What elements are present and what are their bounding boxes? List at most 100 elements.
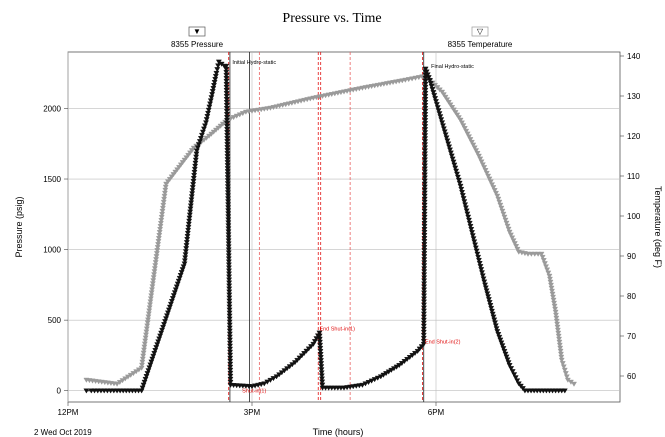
legend-pressure-label: 8355 Pressure (171, 40, 224, 49)
pressure-marker (224, 133, 231, 139)
pressure-marker (225, 226, 232, 232)
pressure-marker (398, 361, 405, 367)
x-axis-ticks: 12PM 3PM 6PM (58, 402, 445, 417)
temperature-marker (554, 327, 561, 333)
pressure-marker (463, 208, 470, 214)
pressure-marker (377, 374, 384, 380)
pressure-marker (472, 245, 479, 251)
pressure-marker (468, 227, 475, 233)
legend-temperature-marker-box[interactable] (471, 26, 489, 37)
temperature-marker (507, 232, 514, 238)
pressure-marker (298, 353, 305, 359)
pressure-marker (452, 165, 459, 171)
y2-tick-label: 120 (627, 132, 641, 141)
pressure-marker (276, 372, 283, 378)
pressure-marker (439, 120, 446, 126)
pressure-marker (225, 199, 232, 205)
pressure-marker (362, 381, 369, 387)
pressure-marker (509, 369, 516, 375)
temperature-marker (458, 120, 465, 126)
pressure-marker (225, 235, 232, 241)
pressure-marker (267, 377, 274, 383)
pressure-marker (317, 345, 324, 351)
pressure-marker (227, 346, 233, 352)
pressure-marker (453, 168, 460, 174)
pressure-marker (224, 118, 230, 124)
pressure-marker (393, 364, 400, 370)
pressure-marker (301, 351, 308, 357)
pressure-marker (227, 361, 234, 367)
pressure-marker (412, 351, 418, 357)
temperature-marker (122, 376, 129, 382)
pressure-marker (278, 370, 285, 376)
pressure-marker (223, 66, 230, 72)
pressure-marker (226, 316, 233, 322)
pressure-marker (226, 334, 233, 340)
pressure-marker (286, 364, 293, 370)
temperature-marker (558, 351, 564, 357)
temperature-marker (415, 75, 422, 81)
pressure-marker (227, 370, 234, 376)
pressure-marker (281, 368, 288, 374)
pressure-marker (512, 375, 519, 381)
temperature-marker (561, 367, 568, 373)
pressure-marker (264, 379, 271, 385)
pressure-marker (445, 141, 452, 147)
pressure-marker (448, 153, 455, 159)
annotations: Initial Hydro-static Final Hydro-static En… (232, 60, 474, 395)
temperature-marker (514, 246, 521, 252)
temperature-marker (548, 282, 554, 288)
temperature-marker (547, 276, 553, 282)
temperature-marker (440, 92, 447, 98)
temperature-marker (494, 193, 501, 199)
pressure-marker (226, 301, 233, 307)
pressure-marker (318, 370, 325, 376)
pressure-marker (317, 348, 324, 354)
pressure-marker (225, 220, 232, 226)
pressure-marker (223, 100, 230, 106)
pressure-marker (479, 270, 485, 276)
temperature-marker (298, 98, 305, 104)
temperature-marker (473, 148, 480, 154)
pressure-marker (227, 358, 234, 364)
temperature-marker (554, 321, 561, 327)
pressure-marker (505, 360, 512, 366)
pressure-marker (224, 187, 231, 193)
pressure-marker (252, 383, 259, 389)
pressure-marker (436, 111, 443, 117)
temperature-marker (550, 297, 557, 303)
pressure-marker (450, 159, 457, 165)
temperature-marker (549, 288, 555, 294)
pressure-marker (371, 377, 378, 383)
pressure-marker (226, 286, 233, 292)
pressure-marker (444, 138, 451, 144)
temperature-marker (497, 202, 504, 208)
pressure-marker (225, 196, 231, 202)
temperature-marker (304, 97, 311, 103)
temperature-marker (402, 77, 409, 83)
pressure-marker (226, 304, 233, 310)
temperature-marker (563, 374, 570, 380)
temperature-marker (452, 110, 459, 116)
pressure-marker (226, 280, 233, 286)
temperature-marker (557, 345, 564, 351)
pressure-marker (425, 75, 432, 81)
pressure-marker (388, 367, 395, 373)
pressure-marker (225, 232, 232, 238)
pressure-marker (508, 366, 515, 372)
temperature-marker (439, 89, 446, 95)
temperature-marker (485, 173, 492, 179)
temperature-marker (467, 137, 474, 143)
pressure-marker (226, 310, 233, 316)
pressure-marker (492, 323, 499, 329)
temperature-marker (554, 324, 561, 330)
legend-pressure-marker-box[interactable] (188, 26, 206, 37)
pressure-marker (227, 373, 234, 379)
pressure-marker (224, 130, 231, 136)
pressure-marker (226, 307, 233, 313)
pressure-marker (316, 330, 323, 336)
temperature-marker (547, 279, 554, 285)
pressure-marker (511, 372, 518, 378)
pressure-marker (435, 108, 442, 114)
pressure-marker (317, 339, 323, 345)
